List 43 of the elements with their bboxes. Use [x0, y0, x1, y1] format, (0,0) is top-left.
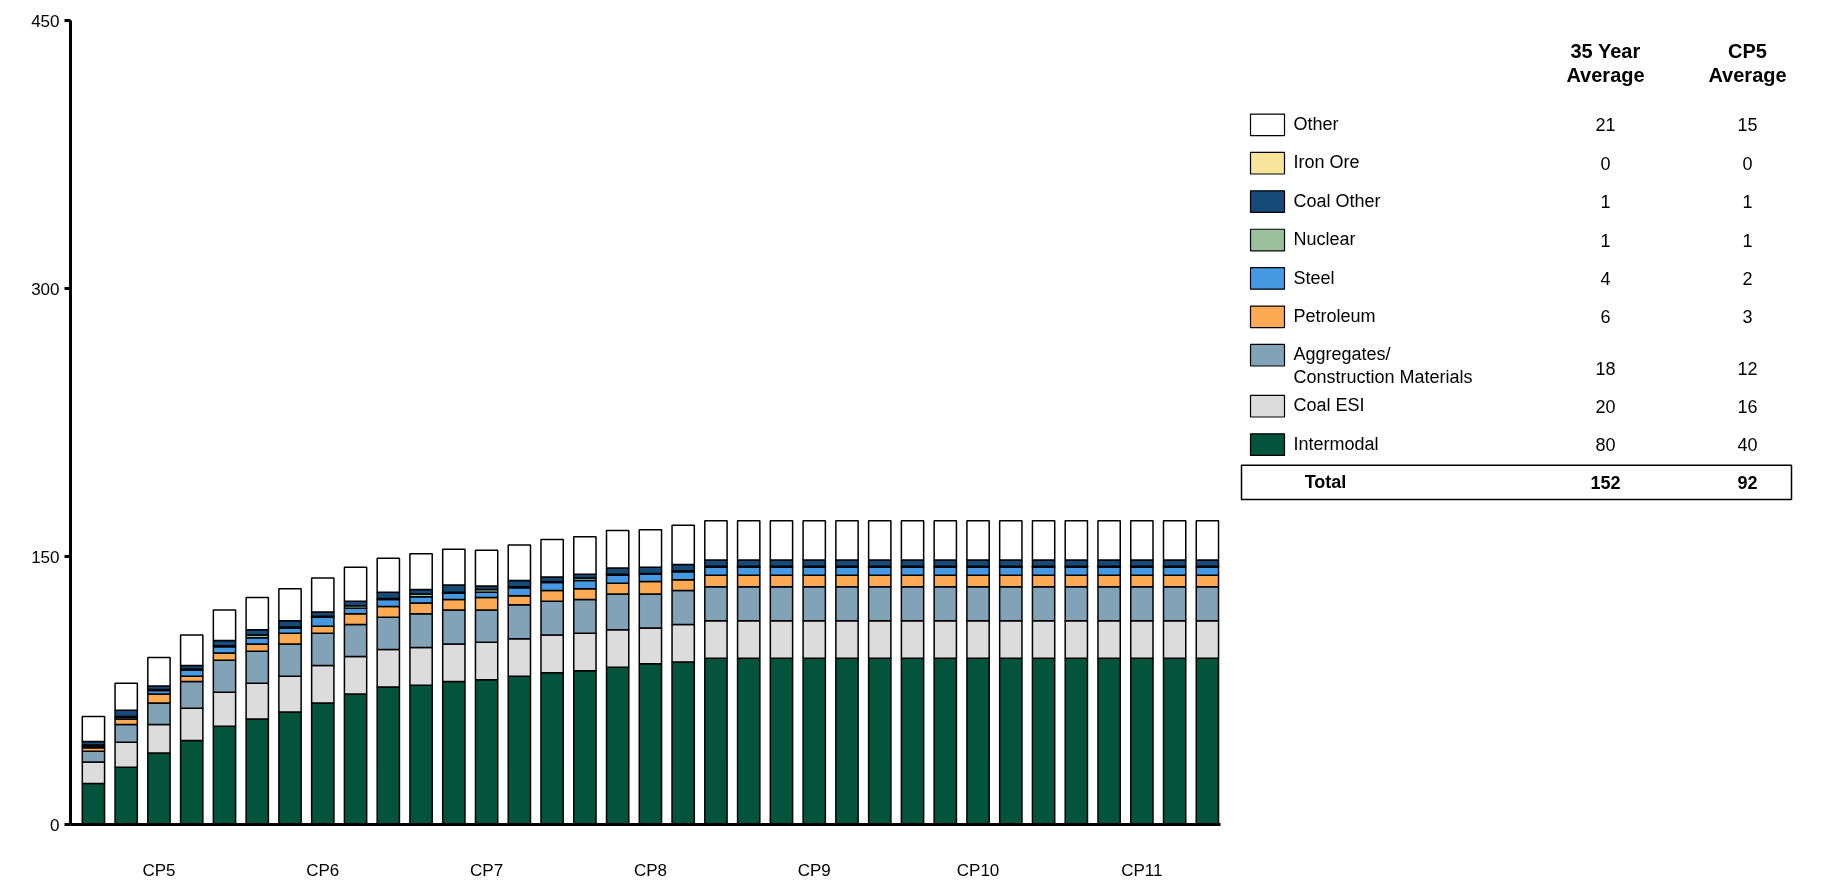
text: 20	[1595, 396, 1616, 417]
text: 15	[1737, 115, 1758, 136]
legend-label: Coal Other	[1293, 190, 1381, 211]
legend-label: Petroleum	[1293, 306, 1376, 327]
legend-label: Coal ESI	[1293, 395, 1365, 416]
text: 40	[1737, 435, 1758, 456]
legend-label: Nuclear	[1293, 229, 1356, 250]
y-tick-label: 300	[31, 279, 60, 299]
y-tick-label: 450	[31, 11, 60, 31]
text: 1	[1600, 230, 1611, 251]
text: 18	[1595, 359, 1616, 380]
legend-label: Iron Ore	[1293, 152, 1360, 173]
text: 12	[1737, 359, 1758, 380]
text: CP8	[633, 860, 667, 880]
y-tick-label: 150	[31, 547, 60, 567]
text: CP5 Average	[1708, 40, 1787, 87]
text: CP5	[142, 860, 176, 880]
text: 80	[1595, 435, 1616, 456]
y-tick-label: 0	[50, 815, 60, 835]
text: 2	[1742, 268, 1753, 289]
text: CP9	[797, 860, 831, 880]
text: 4	[1600, 268, 1611, 289]
legend-label: Other	[1293, 114, 1339, 135]
text: 1	[1600, 192, 1611, 213]
text: 6	[1600, 307, 1611, 328]
text: Total	[1304, 472, 1347, 493]
text: 35 Year Average	[1566, 40, 1645, 87]
legend-label: Intermodal	[1293, 433, 1379, 454]
text: CP7	[470, 860, 504, 880]
text: 152	[1590, 472, 1621, 493]
text: 16	[1737, 396, 1758, 417]
text: CP11	[1121, 860, 1163, 880]
text: 1	[1742, 230, 1753, 251]
text: 21	[1595, 115, 1616, 136]
text: CP10	[956, 860, 1000, 880]
text: 92	[1737, 472, 1758, 493]
text: 0	[1742, 153, 1753, 174]
text: 1	[1742, 192, 1753, 213]
text: 0	[1600, 153, 1611, 174]
legend-label: Aggregates/ Construction Materials	[1293, 344, 1473, 388]
text: 3	[1742, 307, 1753, 328]
text: CP6	[306, 860, 340, 880]
legend-label: Steel	[1293, 267, 1335, 288]
